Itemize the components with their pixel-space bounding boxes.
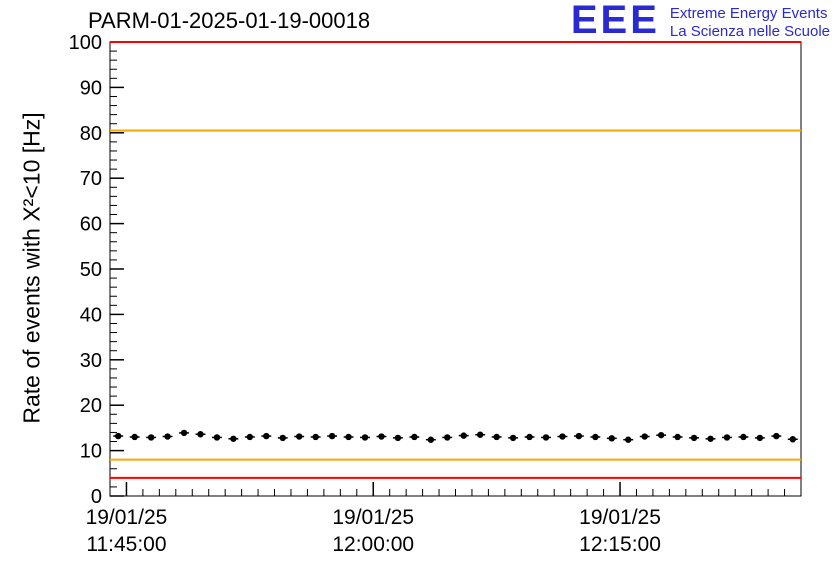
tick-label: 11:45:00 <box>86 533 166 556</box>
data-point <box>213 434 221 441</box>
data-point <box>674 433 681 441</box>
data-point <box>608 435 615 442</box>
data-point <box>476 431 484 438</box>
data-point <box>246 433 254 441</box>
data-point <box>394 434 402 442</box>
plot-frame <box>109 41 802 497</box>
tick-label: 60 <box>80 214 102 236</box>
tick-label: 80 <box>80 123 102 145</box>
tick-label: 30 <box>80 350 102 372</box>
data-point <box>625 436 632 443</box>
data-point <box>690 434 698 442</box>
data-point <box>164 433 171 440</box>
data-series <box>113 429 798 443</box>
data-point <box>411 433 418 441</box>
tick-label: 50 <box>80 259 102 281</box>
data-point <box>575 432 583 440</box>
data-point <box>147 434 155 441</box>
tick-label: 90 <box>80 77 102 99</box>
tick-label: 19/01/25 <box>579 506 661 529</box>
data-point <box>773 432 780 440</box>
data-point <box>707 435 714 442</box>
tick-label: 19/01/25 <box>332 506 414 529</box>
data-point <box>115 432 122 440</box>
tick-label: 12:00:00 <box>332 533 414 556</box>
tick-label: 19/01/25 <box>86 506 168 529</box>
data-point <box>312 433 319 441</box>
data-point <box>263 432 270 440</box>
data-point <box>740 433 747 441</box>
eee-logo: EEE Extreme Energy Events La Scienza nel… <box>570 0 830 42</box>
eee-logo-line2: La Scienza nelle Scuole <box>669 23 830 40</box>
data-point <box>756 434 764 442</box>
data-point <box>328 432 336 440</box>
eee-logo-acronym: EEE <box>570 0 660 42</box>
reference-lines <box>110 41 801 479</box>
data-point <box>789 436 796 443</box>
data-point <box>723 434 731 441</box>
tick-label: 10 <box>80 441 102 463</box>
data-point <box>493 433 500 441</box>
data-point <box>197 431 204 438</box>
data-point <box>230 435 237 442</box>
data-point <box>592 433 599 441</box>
tick-label: 40 <box>80 304 102 326</box>
data-point <box>657 431 665 439</box>
tick-label: 70 <box>80 168 102 190</box>
data-point <box>131 433 138 441</box>
data-point <box>279 434 286 442</box>
data-point <box>345 433 352 441</box>
data-point <box>361 434 369 441</box>
data-point <box>641 433 648 440</box>
eee-logo-text: Extreme Energy Events La Scienza nelle S… <box>670 2 830 41</box>
data-point <box>427 436 435 443</box>
x-axis-ticks: 19/01/25 11:45:00 19/01/25 12:00:00 19/01/25… <box>86 482 802 556</box>
data-point <box>296 433 303 440</box>
data-point <box>542 434 550 441</box>
plot-title: PARM-01-2025-01-19-00018 <box>88 8 371 33</box>
data-point <box>180 429 188 437</box>
data-point <box>509 434 517 442</box>
data-point <box>460 432 467 439</box>
tick-label: 100 <box>69 32 102 54</box>
tick-label: 20 <box>80 395 102 417</box>
data-point <box>526 433 533 441</box>
eee-logo-line1: Extreme Energy Events <box>669 5 828 22</box>
data-point <box>444 434 451 441</box>
tick-label: 12:15:00 <box>579 533 661 556</box>
data-point <box>378 433 385 440</box>
tick-label: 0 <box>91 486 102 508</box>
data-point <box>559 433 566 440</box>
